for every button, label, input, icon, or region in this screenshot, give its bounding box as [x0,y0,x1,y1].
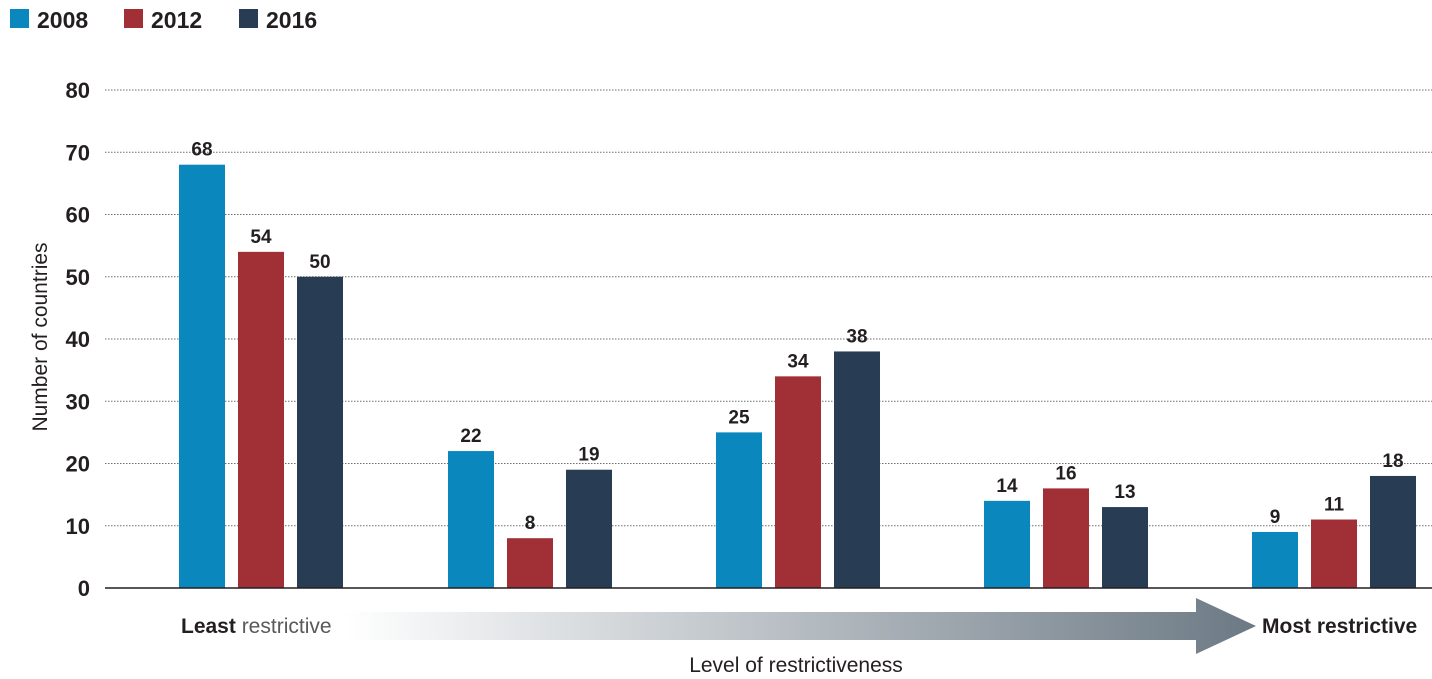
bar-2012-2 [507,538,553,588]
data-label-2016-3: 38 [846,326,867,347]
legend-item-2012: 2012 [124,7,202,33]
y-tick-label: 80 [66,78,90,103]
arrow-start-label-bold: Least [181,615,236,638]
data-label-2016-1: 50 [309,252,330,273]
x-axis-title: Level of restrictiveness [689,654,903,677]
bar-2016-3 [834,351,880,588]
data-label-2012-4: 16 [1055,463,1076,484]
bar-2016-4 [1102,507,1148,588]
legend-swatch-2008 [10,9,29,28]
data-label-2016-2: 19 [578,445,599,466]
legend-item-2016: 2016 [239,7,317,33]
arrow-start-label: Least restrictive [181,615,332,638]
data-label-2012-3: 34 [787,351,809,372]
bar-2016-5 [1370,475,1416,588]
y-axis-ticks: 0 10 20 30 40 50 60 70 80 [66,78,90,601]
bar-2012-3 [775,376,821,588]
data-label-2012-1: 54 [250,227,272,248]
y-tick-label: 0 [78,576,90,601]
data-label-2008-1: 68 [191,140,212,161]
bar-2008-1 [179,164,225,588]
y-tick-label: 70 [66,140,90,165]
data-label-2016-5: 18 [1382,451,1403,472]
y-axis-title: Number of countries [29,242,52,431]
data-label-2012-2: 8 [525,513,536,534]
legend-item-2008: 2008 [10,7,88,33]
data-label-2008-3: 25 [728,407,750,428]
y-tick-label: 50 [66,265,90,290]
data-label-2008-5: 9 [1270,507,1281,528]
y-tick-label: 40 [66,327,90,352]
legend-label-2012: 2012 [151,7,202,33]
bar-2016-2 [566,469,612,588]
bars [179,164,1416,588]
y-tick-label: 10 [66,514,90,539]
y-tick-label: 30 [66,389,90,414]
legend-swatch-2016 [239,9,258,28]
legend: 2008 2012 2016 [10,7,317,33]
data-label-2008-4: 14 [996,476,1018,497]
y-tick-label: 20 [66,452,90,477]
bar-2012-5 [1311,519,1357,588]
bar-2008-3 [716,432,762,588]
bar-2008-5 [1252,531,1298,588]
data-label-2012-5: 11 [1324,495,1345,516]
bar-2008-4 [984,500,1030,588]
legend-swatch-2012 [124,9,143,28]
bar-2008-2 [448,451,494,588]
legend-label-2008: 2008 [37,7,88,33]
restrictiveness-arrow [345,598,1256,654]
data-label-2016-4: 13 [1114,482,1135,503]
arrow-start-label-rest: restrictive [236,615,332,638]
bar-2012-1 [238,251,284,588]
y-tick-label: 60 [66,203,90,228]
bar-2012-4 [1043,488,1089,588]
data-label-2008-2: 22 [460,426,481,447]
gridlines [105,89,1432,527]
arrow-end-label: Most restrictive [1262,615,1417,638]
bar-2016-1 [297,276,343,588]
data-labels: 68 22 25 14 9 54 8 34 16 11 50 19 38 13 18 [191,140,1403,535]
legend-label-2016: 2016 [266,7,317,33]
